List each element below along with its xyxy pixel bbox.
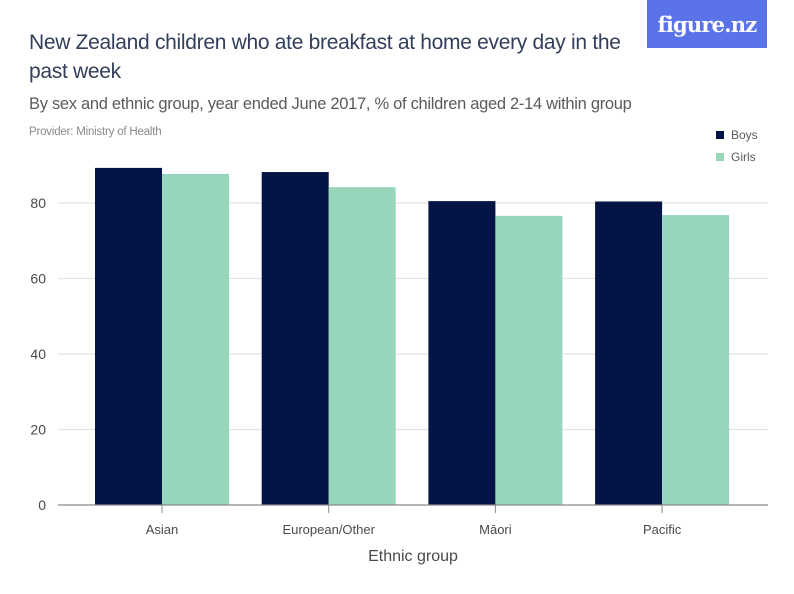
logo-text: figure.nz: [657, 11, 758, 37]
legend-swatch-girls: [716, 153, 724, 161]
y-tick-label: 60: [30, 271, 46, 287]
bar-boys-asian: [95, 167, 162, 505]
chart-title: New Zealand children who ate breakfast a…: [29, 31, 621, 83]
bars: [95, 167, 730, 506]
x-category-label: European/Other: [282, 522, 375, 537]
chart-legend: Boys Girls: [716, 124, 758, 168]
bar-girls-asian: [162, 173, 229, 505]
bar-boys-mori: [428, 201, 496, 506]
chart-subtitle: By sex and ethnic group, year ended June…: [29, 95, 632, 113]
x-category-label: Asian: [146, 522, 179, 537]
data-provider: Provider: Ministry of Health: [29, 126, 162, 138]
x-axis: [58, 504, 768, 513]
x-axis-title: Ethnic group: [368, 548, 458, 565]
legend-label-boys: Boys: [731, 128, 758, 142]
y-tick-label: 40: [30, 346, 46, 362]
x-category-label: Māori: [479, 522, 512, 537]
bar-girls-mori: [495, 215, 563, 505]
axis-labels: 0 20 40 60 80 Asian European/Other Māori Pacific: [30, 195, 681, 537]
legend-item-boys: Boys: [716, 124, 758, 146]
legend-swatch-boys: [716, 131, 724, 139]
bar-girls-europeanother: [328, 187, 396, 505]
bar-boys-pacific: [595, 201, 663, 506]
y-tick-label: 20: [30, 422, 46, 438]
x-category-label: Pacific: [643, 522, 682, 537]
figure-nz-logo[interactable]: figure.nz: [647, 0, 767, 48]
legend-label-girls: Girls: [731, 150, 756, 164]
bar-boys-europeanother: [261, 172, 329, 506]
bar-girls-pacific: [662, 215, 730, 505]
legend-item-girls: Girls: [716, 146, 758, 168]
y-tick-label: 80: [30, 195, 46, 211]
y-tick-label: 0: [38, 497, 46, 513]
